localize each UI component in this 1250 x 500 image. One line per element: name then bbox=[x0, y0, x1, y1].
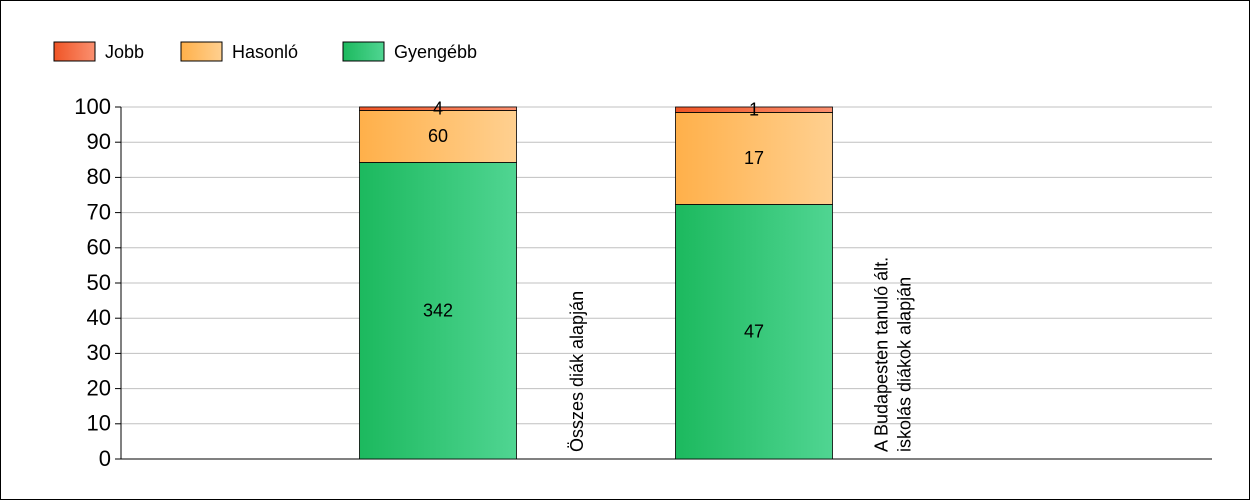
y-tick-label: 70 bbox=[87, 199, 111, 224]
data-label: 1 bbox=[749, 99, 759, 119]
data-label: 4 bbox=[433, 98, 443, 118]
legend-label: Gyengébb bbox=[394, 42, 477, 62]
bar-segment bbox=[675, 106, 833, 113]
y-tick-label: 0 bbox=[99, 446, 111, 471]
y-tick-label: 30 bbox=[87, 340, 111, 365]
category-label: Összes diák alapján bbox=[567, 291, 587, 452]
y-tick-label: 80 bbox=[87, 164, 111, 189]
bar-segment bbox=[359, 106, 517, 111]
y-tick-label: 60 bbox=[87, 235, 111, 260]
y-tick-label: 90 bbox=[87, 129, 111, 154]
data-label: 60 bbox=[428, 126, 448, 146]
y-tick-label: 10 bbox=[87, 411, 111, 436]
bar-segment bbox=[675, 204, 833, 460]
bar-segment bbox=[359, 162, 517, 460]
legend-swatch bbox=[180, 41, 223, 62]
legend-label: Jobb bbox=[105, 42, 144, 62]
legend-swatch bbox=[342, 41, 385, 62]
legend-swatch bbox=[53, 41, 96, 62]
data-label: 342 bbox=[423, 300, 453, 320]
legend-label: Hasonló bbox=[232, 42, 298, 62]
data-label: 47 bbox=[744, 321, 764, 341]
category-label: A Budapesten tanuló ált. bbox=[871, 257, 891, 452]
bar-segment bbox=[675, 112, 833, 205]
y-tick-label: 40 bbox=[87, 305, 111, 330]
y-tick-label: 100 bbox=[74, 94, 111, 119]
category-label: iskolás diákok alapján bbox=[894, 277, 914, 452]
bar-segment bbox=[359, 110, 517, 163]
y-tick-label: 50 bbox=[87, 270, 111, 295]
y-tick-label: 20 bbox=[87, 375, 111, 400]
data-label: 17 bbox=[744, 148, 764, 168]
